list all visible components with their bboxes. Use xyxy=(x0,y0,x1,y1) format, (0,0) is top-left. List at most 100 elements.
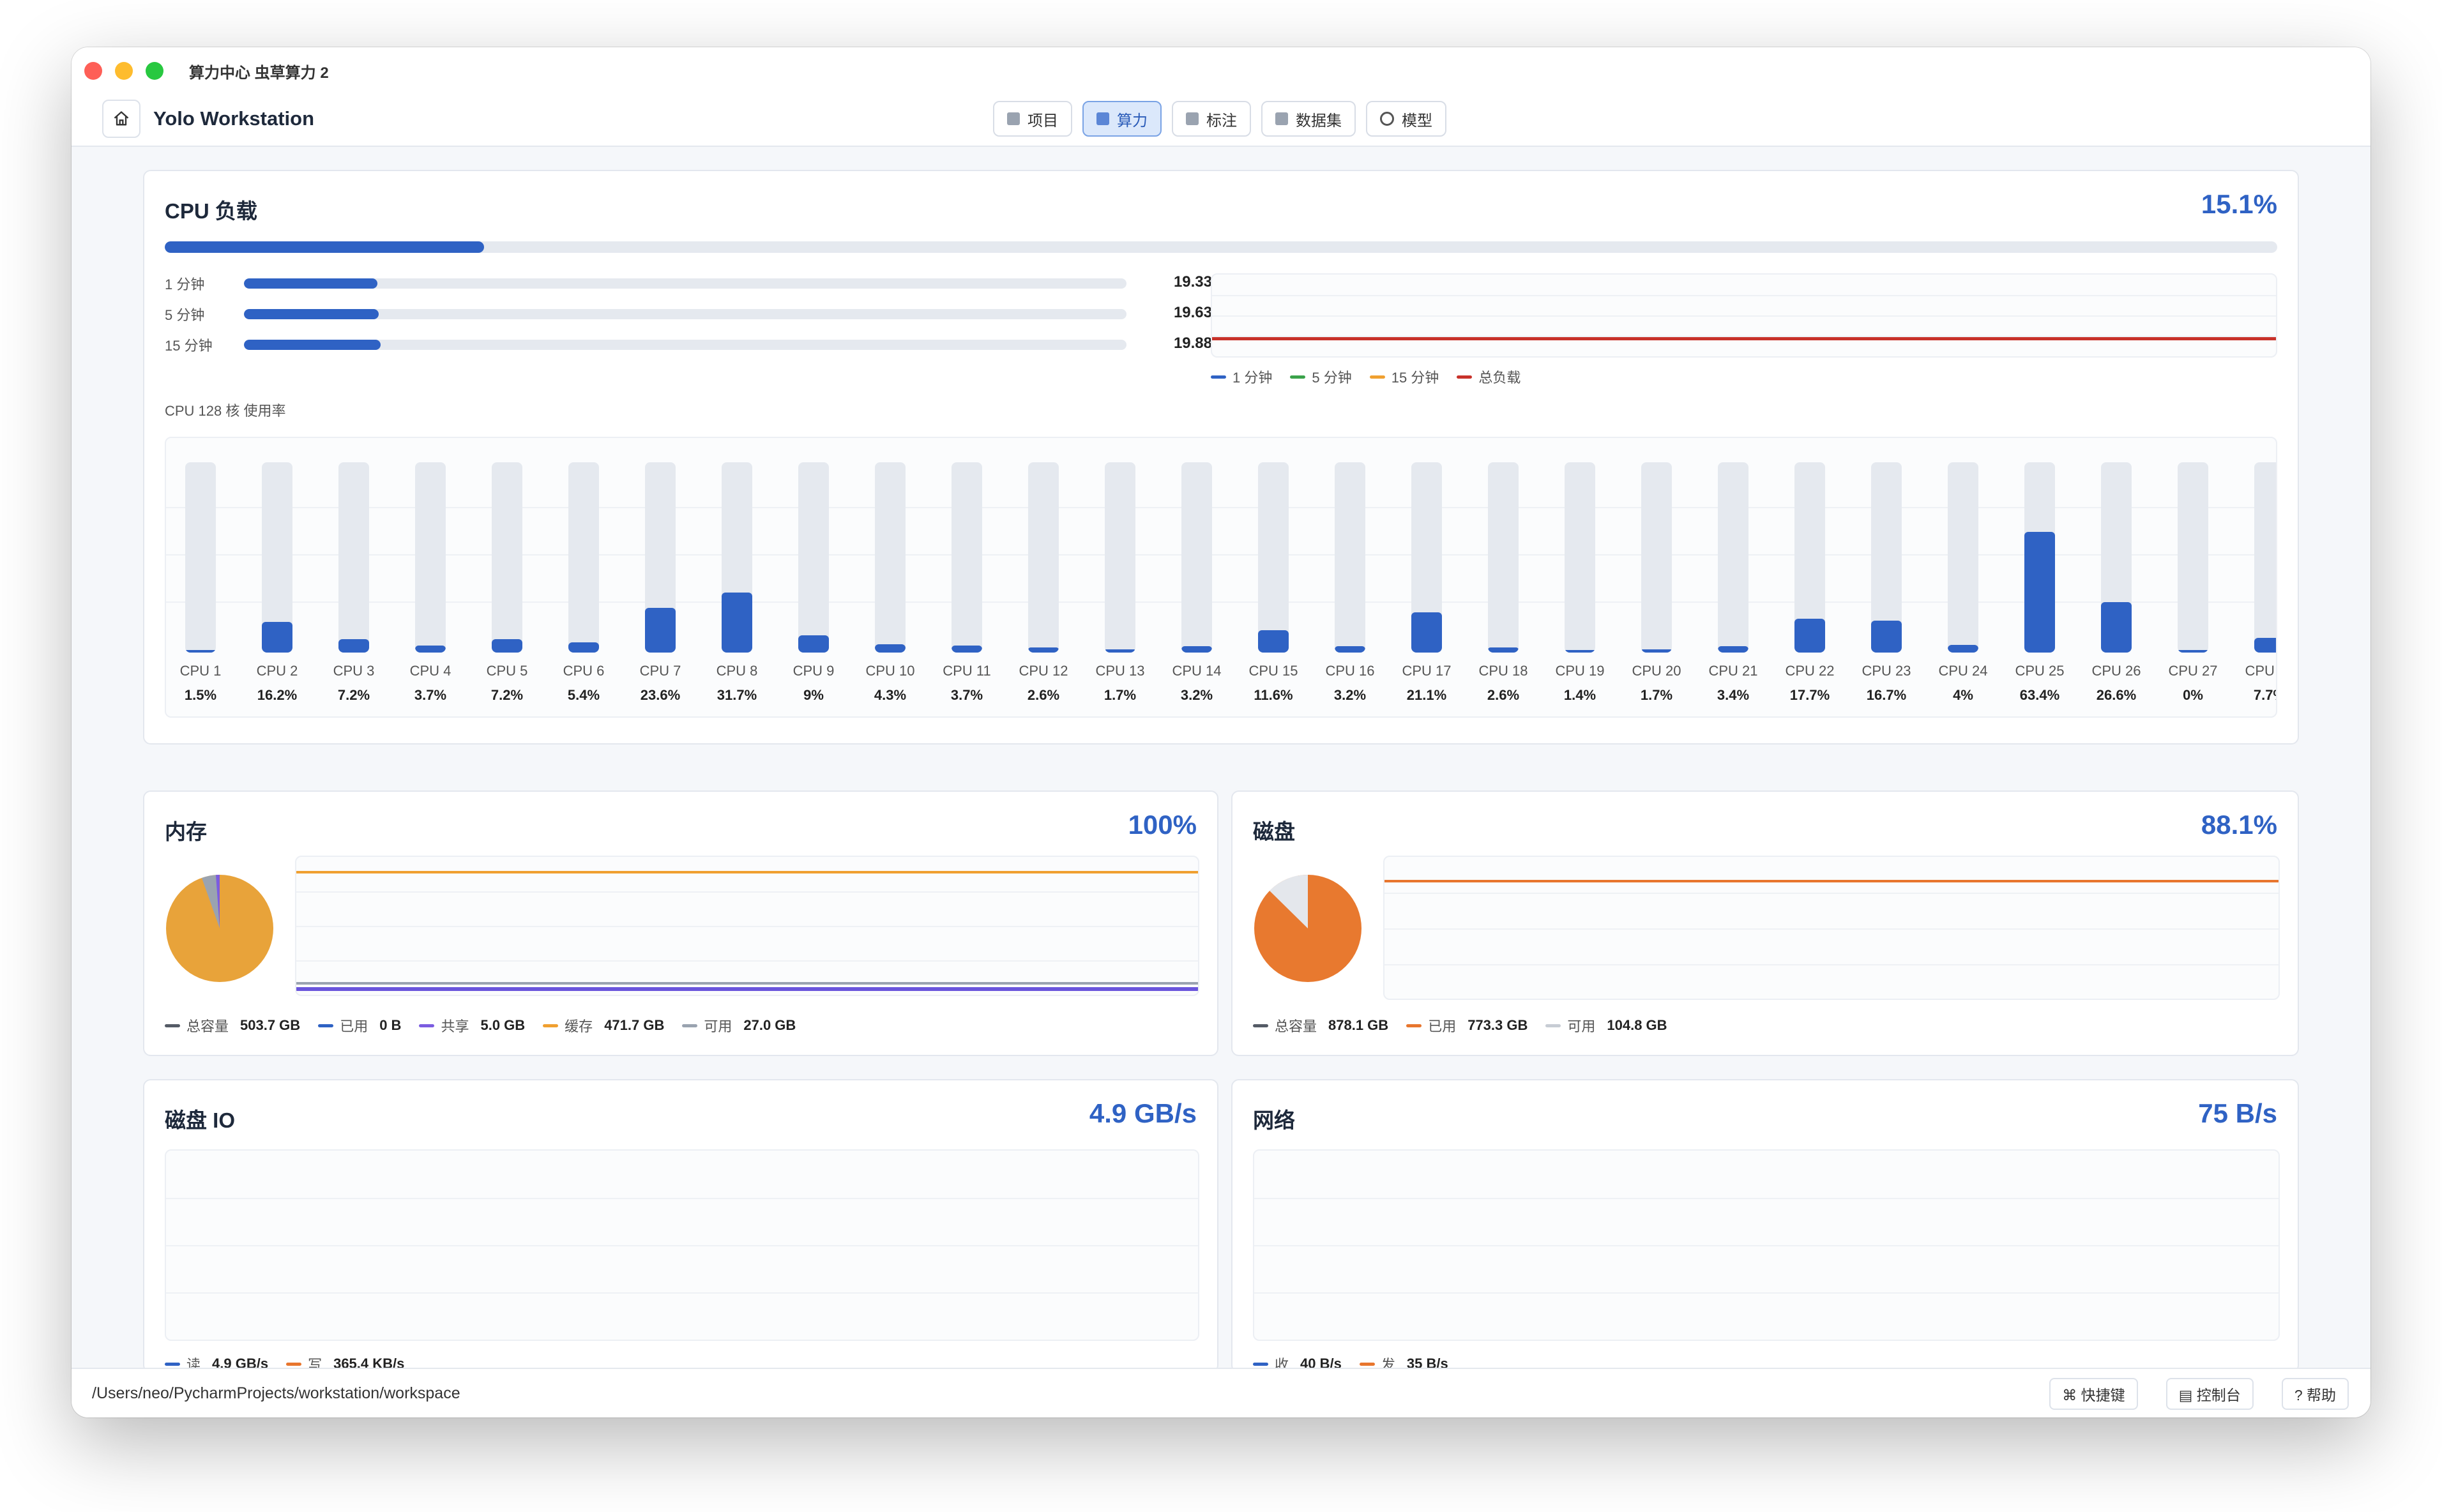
core-bar xyxy=(1794,619,1825,653)
title-bar: 算力中心 虫草算力 2 xyxy=(72,47,2370,94)
core-percent: 2.6% xyxy=(1487,687,1520,703)
cpu-core: CPU 15 11.6% xyxy=(1239,438,1316,716)
core-bar-track xyxy=(185,462,216,653)
disk-card: 磁盘 88.1% 总容量 878.1 GB 已用 773.3 GB 可用 104.8 … xyxy=(1231,790,2299,1056)
core-bar xyxy=(875,644,906,653)
core-percent: 4% xyxy=(1953,687,1973,703)
home-button[interactable] xyxy=(102,100,140,138)
core-name: CPU 3 xyxy=(333,663,375,679)
core-percent: 3.7% xyxy=(414,687,447,703)
core-name: CPU 12 xyxy=(1019,663,1068,679)
window-controls xyxy=(84,62,163,80)
core-percent: 1.7% xyxy=(1103,687,1137,703)
core-bar xyxy=(415,645,446,653)
cpu-core: CPU 25 63.4% xyxy=(2005,438,2082,716)
cpu-value: 15.1% xyxy=(2201,189,2277,219)
core-name: CPU 5 xyxy=(486,663,528,679)
core-bar-track xyxy=(1871,462,1902,653)
core-bar-track xyxy=(2178,462,2208,653)
tab-projects[interactable]: 项目 xyxy=(993,101,1072,137)
core-percent: 7.7% xyxy=(2253,687,2276,703)
legend-item: 共享 5.0 GB xyxy=(419,1015,525,1036)
core-bar-track xyxy=(798,462,829,653)
disk-history-chart xyxy=(1383,856,2280,1000)
core-name: CPU 20 xyxy=(1632,663,1681,679)
core-percent: 2.6% xyxy=(1027,687,1060,703)
cores-chart: CPU 1 1.5% CPU 2 16.2% CPU 3 7.2% CPU 4 3.7% CPU… xyxy=(165,437,2277,718)
core-bar-track xyxy=(1105,462,1135,653)
core-percent: 11.6% xyxy=(1254,687,1293,703)
tab-annotation[interactable]: 标注 xyxy=(1172,101,1251,137)
console-button[interactable]: ▤ 控制台 xyxy=(2165,1378,2254,1410)
home-icon xyxy=(114,111,129,126)
core-bar-track xyxy=(1794,462,1825,653)
core-name: CPU 6 xyxy=(563,663,605,679)
load-value: 19.63 xyxy=(1173,304,1212,321)
core-percent: 3.2% xyxy=(1333,687,1367,703)
core-bar-track xyxy=(1488,462,1519,653)
help-button[interactable]: ? 帮助 xyxy=(2281,1378,2349,1410)
core-bar-track xyxy=(1258,462,1289,653)
tab-label: 标注 xyxy=(1206,112,1237,130)
cpu-core: CPU 22 17.7% xyxy=(1775,438,1852,716)
core-percent: 26.6% xyxy=(2096,687,2137,703)
shortcuts-button[interactable]: ⌘ 快捷键 xyxy=(2049,1378,2138,1410)
grid-icon xyxy=(1186,112,1199,125)
tab-models[interactable]: 模型 xyxy=(1366,101,1446,137)
tab-compute[interactable]: 算力 xyxy=(1082,101,1162,137)
cpu-card: CPU 负载 15.1% 1 分钟 19.33 5 分钟 19.63 15 分钟… xyxy=(143,170,2299,745)
memory-title: 内存 xyxy=(165,820,207,843)
cores-label: CPU 128 核 使用率 xyxy=(165,403,286,419)
cpu-core: CPU 21 3.4% xyxy=(1699,438,1775,716)
memory-value: 100% xyxy=(1128,810,1197,840)
legend-item: 总容量 878.1 GB xyxy=(1253,1015,1388,1036)
core-name: CPU 26 xyxy=(2091,663,2141,679)
cpu-core: CPU 18 2.6% xyxy=(1469,438,1545,716)
tab-label: 数据集 xyxy=(1296,112,1342,130)
core-bar-track xyxy=(1411,462,1442,653)
core-percent: 63.4% xyxy=(2019,687,2060,703)
load-label: 15 分钟 xyxy=(165,338,213,354)
core-bar-track xyxy=(722,462,752,653)
legend-item: 1 分钟 xyxy=(1211,367,1272,387)
core-bar-track xyxy=(262,462,292,653)
memory-legend: 总容量 503.7 GB 已用 0 B 共享 5.0 GB 缓存 471.7 GB 可用… xyxy=(165,1015,796,1036)
load-fill xyxy=(244,309,379,319)
core-bar xyxy=(2254,638,2276,653)
core-percent: 3.4% xyxy=(1717,687,1750,703)
core-name: CPU 28 xyxy=(2245,663,2276,679)
zoom-window-button[interactable] xyxy=(146,62,163,80)
minimize-window-button[interactable] xyxy=(115,62,133,80)
cpu-core: CPU 9 9% xyxy=(779,438,856,716)
core-name: CPU 15 xyxy=(1248,663,1298,679)
load-bar xyxy=(244,278,1126,289)
status-buttons: ⌘ 快捷键 ▤ 控制台 ? 帮助 xyxy=(2049,1378,2349,1410)
core-name: CPU 25 xyxy=(2015,663,2065,679)
core-name: CPU 4 xyxy=(409,663,451,679)
toolbar: Yolo Workstation 项目 算力 标注 数据集 模型 xyxy=(72,94,2370,147)
cpu-core: CPU 26 26.6% xyxy=(2082,438,2158,716)
core-name: CPU 1 xyxy=(179,663,222,679)
cpu-core: CPU 5 7.2% xyxy=(473,438,549,716)
core-bar-track xyxy=(568,462,599,653)
network-title: 网络 xyxy=(1253,1108,1295,1132)
legend-item: 15 分钟 xyxy=(1369,367,1439,387)
legend-item: 已用 773.3 GB xyxy=(1406,1015,1528,1036)
core-bar-track xyxy=(2101,462,2132,653)
tab-datasets[interactable]: 数据集 xyxy=(1261,101,1356,137)
close-window-button[interactable] xyxy=(84,62,102,80)
core-bar xyxy=(338,639,369,653)
disk-io-chart xyxy=(165,1149,1199,1341)
core-bar-track xyxy=(1335,462,1365,653)
disk-io-card: 磁盘 IO 4.9 GB/s 读 4.9 GB/s 写 365.4 KB/s xyxy=(143,1079,1218,1373)
core-name: CPU 19 xyxy=(1555,663,1605,679)
core-bar xyxy=(1258,630,1289,653)
load-legend: 1 分钟 5 分钟 15 分钟 总负载 xyxy=(1211,367,1521,387)
core-percent: 1.5% xyxy=(184,687,217,703)
cpu-core: CPU 6 5.4% xyxy=(549,438,626,716)
core-bar xyxy=(185,649,216,653)
core-bar-track xyxy=(875,462,906,653)
legend-item: 5 分钟 xyxy=(1290,367,1352,387)
network-card: 网络 75 B/s 收 40 B/s 发 35 B/s xyxy=(1231,1079,2299,1373)
disk-value: 88.1% xyxy=(2201,810,2277,840)
